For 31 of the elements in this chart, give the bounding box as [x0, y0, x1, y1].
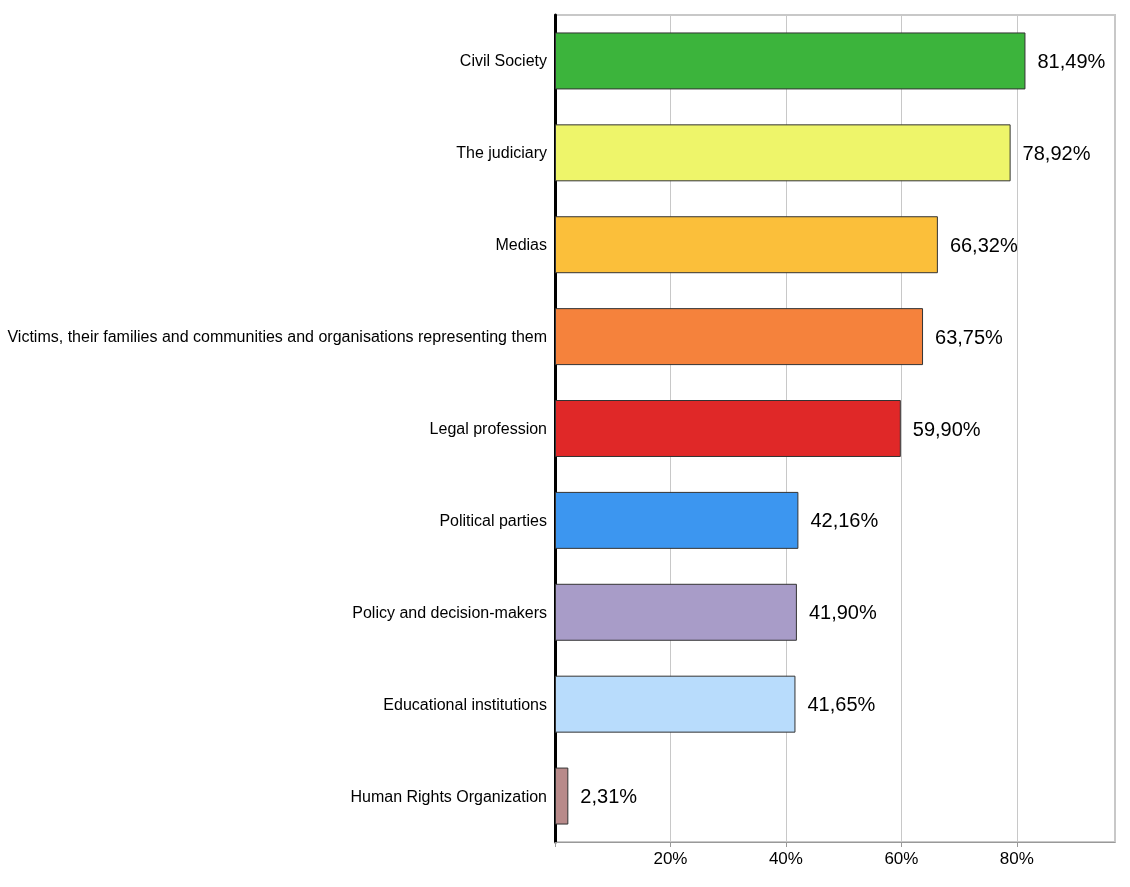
bar [555, 491, 799, 549]
y-tick-label: Victims, their families and communities and organisations representing them [7, 328, 547, 346]
y-tick-label: Legal profession [429, 420, 547, 437]
bar [555, 308, 924, 366]
y-tick-label: Medias [495, 236, 547, 254]
x-tick-label: 20% [653, 849, 688, 868]
y-tick-label: The judiciary [456, 144, 547, 162]
bar [555, 216, 938, 274]
data-label: 81,49% [1037, 49, 1106, 72]
data-label: 59,90% [912, 417, 981, 440]
bar [555, 767, 569, 825]
y-tick-label: Political parties [439, 511, 547, 529]
y-tick-label: Civil Society [459, 52, 547, 70]
data-label: 41,65% [807, 693, 876, 716]
data-label: 63,75% [935, 325, 1004, 348]
y-tick-label: Policy and decision-makers [352, 603, 547, 621]
y-tick-label: Human Rights Organization [350, 787, 547, 805]
bar [555, 675, 796, 733]
data-label: 78,92% [1022, 141, 1091, 164]
data-label: 41,90% [808, 601, 877, 624]
bar [555, 400, 901, 457]
data-label: 42,16% [810, 509, 879, 532]
data-label: 2,31% [580, 785, 638, 808]
x-tick-label: 80% [999, 849, 1034, 868]
bar [555, 32, 1026, 90]
y-tick-label: Educational institutions [383, 695, 547, 713]
data-label: 66,32% [949, 233, 1018, 256]
bar [555, 583, 797, 641]
bar [555, 124, 1011, 182]
x-tick-label: 60% [884, 849, 919, 868]
x-tick-label: 40% [768, 849, 803, 868]
